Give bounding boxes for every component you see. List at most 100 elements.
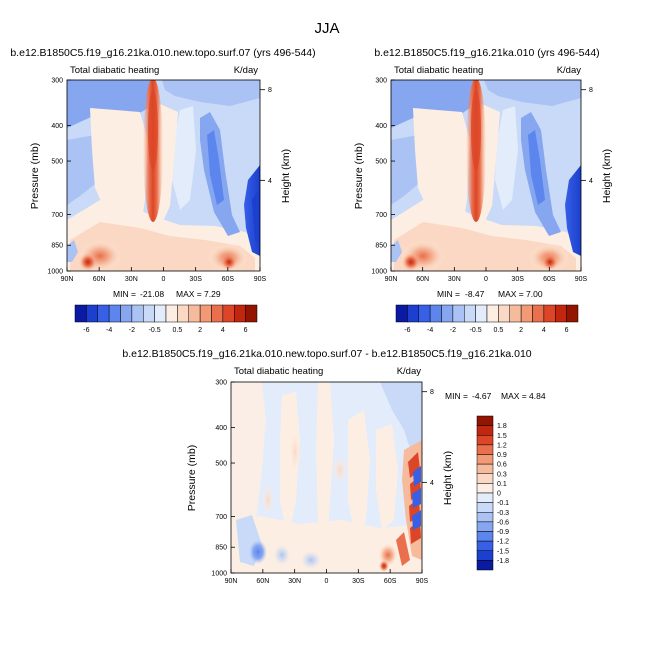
colorbar-tick-label: 0.6 bbox=[497, 462, 507, 469]
y-tick-label: 300 bbox=[215, 380, 227, 387]
y2-tick-label: 8 bbox=[589, 87, 593, 94]
y-tick-label: 850 bbox=[51, 243, 63, 250]
colorbar-swatch bbox=[476, 483, 494, 494]
colorbar-swatch bbox=[498, 304, 510, 323]
colorbar-swatch bbox=[131, 304, 144, 323]
min-label: MIN = bbox=[437, 289, 460, 299]
y-tick-label: 700 bbox=[215, 514, 227, 521]
x-tick-label: 30S bbox=[189, 276, 202, 283]
y-tick-label: 300 bbox=[51, 78, 63, 85]
colorbar-tick-label: 0.1 bbox=[497, 481, 507, 488]
colorbar-swatch bbox=[177, 304, 189, 323]
panel-right-label: K/day bbox=[557, 65, 582, 76]
y-tick-label: 850 bbox=[375, 243, 387, 250]
colorbar-tick-label: -2 bbox=[450, 327, 456, 334]
colorbar-swatch bbox=[509, 304, 522, 323]
x-tick-label: 90S bbox=[575, 276, 588, 283]
colorbar-tick-label: 6 bbox=[244, 327, 248, 334]
min-label: MIN = bbox=[445, 391, 468, 401]
x-tick-label: 30N bbox=[288, 578, 301, 585]
colorbar-swatch bbox=[452, 304, 465, 323]
colorbar-swatch bbox=[476, 463, 494, 474]
field-stats: MIN = -8.47 MAX = 7.00 bbox=[437, 289, 543, 299]
colorbar-swatch bbox=[245, 304, 258, 323]
colorbar-swatch bbox=[234, 304, 246, 323]
colorbar-swatch bbox=[165, 304, 178, 323]
colorbar-tick-label: 4 bbox=[221, 327, 225, 334]
y-axis-right: 84 bbox=[422, 389, 434, 487]
colorbar-tick-label: -0.3 bbox=[497, 510, 509, 517]
min-label: MIN = bbox=[113, 289, 136, 299]
y-tick-label: 700 bbox=[375, 212, 387, 219]
max-value: 7.29 bbox=[204, 289, 221, 299]
colorbar-swatch bbox=[476, 435, 494, 446]
figure-suptitle: JJA bbox=[314, 20, 339, 37]
y-axis-label: Pressure (mb) bbox=[186, 445, 198, 512]
colorbar-swatch bbox=[476, 415, 494, 426]
colorbar-swatch bbox=[476, 550, 494, 561]
colorbar-tick-label: 0.5 bbox=[173, 327, 183, 334]
colorbar-swatch bbox=[86, 304, 98, 323]
min-value: -4.67 bbox=[472, 391, 492, 401]
panel-title: b.e12.B1850C5.f19_g16.21ka.010.new.topo.… bbox=[122, 348, 531, 360]
y2-tick-label: 4 bbox=[430, 480, 434, 487]
colorbar-tick-label: -0.9 bbox=[497, 529, 509, 536]
y-tick-label: 400 bbox=[375, 123, 387, 130]
x-tick-label: 60S bbox=[384, 578, 397, 585]
panel-top-right: b.e12.B1850C5.f19_g16.21ka.010 (yrs 496-… bbox=[353, 47, 613, 334]
y-tick-label: 700 bbox=[51, 212, 63, 219]
y-tick-label: 500 bbox=[51, 159, 63, 166]
y-axis-label: Pressure (mb) bbox=[353, 143, 365, 210]
max-value: 7.00 bbox=[526, 289, 543, 299]
colorbar-swatch bbox=[429, 304, 442, 323]
x-tick-label: 30S bbox=[511, 276, 524, 283]
colorbar-swatch bbox=[476, 531, 494, 542]
colorbar-swatch bbox=[555, 304, 567, 323]
y2-tick-label: 4 bbox=[589, 178, 593, 185]
x-tick-label: 0 bbox=[484, 276, 488, 283]
x-tick-label: 60N bbox=[256, 578, 269, 585]
colorbar-tick-label: -0.1 bbox=[497, 500, 509, 507]
colorbar-tick-label: 0.3 bbox=[497, 471, 507, 478]
y-tick-label: 400 bbox=[51, 123, 63, 130]
colorbar-tick-label: -4 bbox=[106, 327, 112, 334]
x-tick-label: 60N bbox=[416, 276, 429, 283]
colorbar-swatch bbox=[97, 304, 110, 323]
y2-axis-label: Height (km) bbox=[442, 451, 454, 505]
panel-left-label: Total diabatic heating bbox=[234, 366, 323, 377]
colorbar: 1.8 1.5 1.2 0.9 0.6 0.3 0.1 0 -0.1 -0.3 -0.6 -0.9 -1… bbox=[476, 415, 509, 571]
colorbar-swatch bbox=[120, 304, 133, 323]
colorbar-swatch bbox=[476, 492, 494, 503]
colorbar-swatch bbox=[476, 502, 494, 513]
colorbar-swatch bbox=[476, 560, 494, 571]
contour-field bbox=[391, 80, 581, 271]
panel-top-left: b.e12.B1850C5.f19_g16.21ka.010.new.topo.… bbox=[10, 47, 315, 334]
colorbar-tick-label: 2 bbox=[198, 327, 202, 334]
colorbar-tick-label: 4 bbox=[542, 327, 546, 334]
colorbar-swatch bbox=[407, 304, 419, 323]
y-tick-label: 300 bbox=[375, 78, 387, 85]
colorbar-tick-label: 6 bbox=[565, 327, 569, 334]
field-stats: MIN = -21.08 MAX = 7.29 bbox=[113, 289, 221, 299]
panel-right-label: K/day bbox=[234, 65, 259, 76]
y2-axis-label: Height (km) bbox=[601, 149, 613, 203]
y-axis-left: 300 400 500 700 850 1000 bbox=[47, 78, 71, 276]
colorbar-tick-label: -4 bbox=[427, 327, 433, 334]
colorbar-tick-label: -1.2 bbox=[497, 539, 509, 546]
colorbar-tick-label: 2 bbox=[519, 327, 523, 334]
y-axis-left: 300 400 500 700 850 1000 bbox=[211, 380, 235, 578]
colorbar-tick-label: 0 bbox=[497, 491, 501, 498]
colorbar-tick-label: -6 bbox=[404, 327, 410, 334]
y2-tick-label: 4 bbox=[268, 178, 272, 185]
y-axis-left: 300 400 500 700 850 1000 bbox=[371, 78, 395, 276]
contour-field bbox=[231, 382, 422, 573]
min-value: -8.47 bbox=[465, 289, 485, 299]
y2-axis-label: Height (km) bbox=[280, 149, 292, 203]
y-tick-label: 850 bbox=[215, 545, 227, 552]
y-tick-label: 1000 bbox=[211, 571, 227, 578]
colorbar: -6 -4 -2 -0.5 0.5 2 4 6 bbox=[74, 304, 258, 334]
colorbar-tick-label: -2 bbox=[129, 327, 135, 334]
y2-tick-label: 8 bbox=[430, 389, 434, 396]
x-axis: 90N 60N 30N 0 30S 60S 90S bbox=[61, 267, 267, 283]
panel-right-label: K/day bbox=[397, 366, 422, 377]
